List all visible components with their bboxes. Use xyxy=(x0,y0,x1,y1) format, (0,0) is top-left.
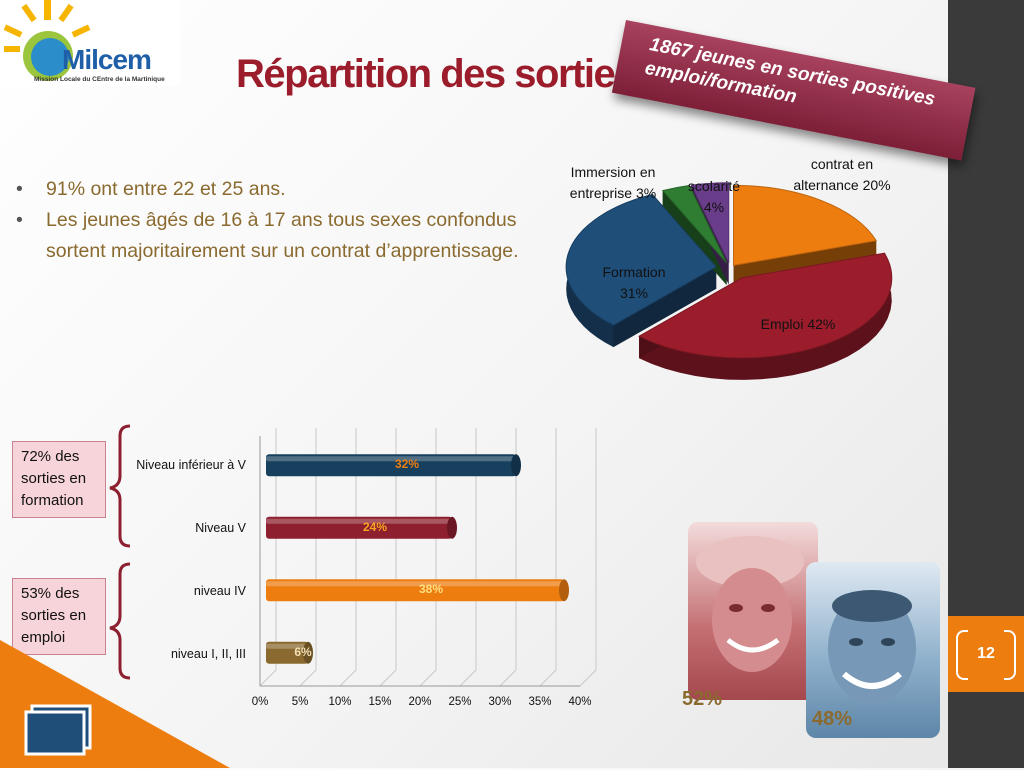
pie-slice xyxy=(661,184,728,264)
bar-end-cap xyxy=(511,454,521,477)
bar xyxy=(266,641,313,664)
corner-decoration xyxy=(0,640,230,768)
bar-value-label: 24% xyxy=(362,519,388,534)
bar-body xyxy=(266,579,564,602)
grid-floor-line xyxy=(579,669,597,687)
photo-young-man xyxy=(806,562,940,738)
bracket-right xyxy=(1004,630,1016,680)
pie-label-emploi: Emploi 42% xyxy=(760,316,836,332)
logo: Milcem Mission Locale du CEntre de la Ma… xyxy=(0,0,180,86)
sun-logo-icon xyxy=(3,0,91,81)
pie-label-immersion: Immersion en entreprise 3% xyxy=(569,164,657,201)
grid-floor-line xyxy=(419,669,437,687)
bar xyxy=(266,516,457,539)
bullet-item: 91% ont entre 22 et 25 ans. xyxy=(14,174,534,205)
pie-label-alternance: contrat en alternance 20% xyxy=(793,156,891,193)
bullet-list: 91% ont entre 22 et 25 ans. Les jeunes â… xyxy=(14,174,534,267)
x-tick-label: 0% xyxy=(251,696,269,708)
bar-body xyxy=(266,516,452,539)
bar-value-label: 32% xyxy=(394,457,420,472)
pie-slice xyxy=(638,252,893,359)
grid-floor-line xyxy=(459,669,477,687)
bar-category-label: Niveau V xyxy=(195,521,246,535)
x-tick-label: 20% xyxy=(408,696,432,708)
pie-slice xyxy=(733,184,877,267)
logo-name: Milcem xyxy=(62,44,152,75)
grid-floor-line xyxy=(259,669,277,687)
bar-highlight xyxy=(266,456,516,462)
grid-floor-line xyxy=(539,669,557,687)
bar-highlight xyxy=(266,581,564,587)
grid-floor-line xyxy=(339,669,357,687)
x-tick-label: 40% xyxy=(568,696,592,708)
pie-slice xyxy=(690,182,730,263)
page-number: 12 xyxy=(977,645,995,662)
pie-chart xyxy=(565,182,893,380)
bullet-item: Les jeunes âgés de 16 à 17 ans tous sexe… xyxy=(14,205,534,267)
x-tick-label: 30% xyxy=(488,696,512,708)
bar-value-label: 6% xyxy=(294,644,312,659)
bar xyxy=(266,454,521,477)
pie-slice-wall xyxy=(613,266,717,348)
woman-portrait-icon xyxy=(696,536,804,672)
x-tick-label: 10% xyxy=(328,696,352,708)
bracket-left xyxy=(956,630,968,680)
bar-chart xyxy=(259,428,597,687)
bar-body xyxy=(266,641,308,664)
photo-young-woman xyxy=(688,522,818,700)
highlight-banner: 1867 jeunes en sorties positives emploi/… xyxy=(611,20,976,161)
man-portrait-icon xyxy=(828,590,916,704)
bar-category-label: niveau IV xyxy=(193,584,246,598)
bar-highlight xyxy=(266,643,308,649)
bar-end-cap xyxy=(447,516,457,539)
x-tick-label: 15% xyxy=(368,696,392,708)
grid-floor-line xyxy=(499,669,517,687)
formation-box: 72% des sorties en formation xyxy=(12,441,106,518)
bar-highlight xyxy=(266,518,452,524)
logo-subtitle: Mission Locale du CEntre de la Martiniqu… xyxy=(34,76,165,83)
bar-body xyxy=(266,454,516,477)
male-percentage: 48% xyxy=(812,708,853,730)
bar-category-label: niveau I, II, III xyxy=(170,647,246,661)
bar-category-label: Niveau inférieur à V xyxy=(136,458,246,472)
page-title: Répartition des sorties xyxy=(236,52,636,96)
grid-floor-line xyxy=(379,669,397,687)
page-number-box: 12 xyxy=(948,616,1024,692)
bar-end-cap xyxy=(559,579,569,602)
female-percentage: 52% xyxy=(682,688,723,710)
bar-value-label: 38% xyxy=(418,582,444,597)
x-tick-label: 25% xyxy=(448,696,472,708)
pie-slice-side xyxy=(639,253,892,380)
pie-label-scolarite: scolarité 4% xyxy=(687,178,741,215)
x-tick-label: 35% xyxy=(528,696,552,708)
pie-label-formation: Formation 31% xyxy=(602,264,666,301)
emploi-box: 53% des sorties en emploi xyxy=(12,578,106,655)
bar-end-cap xyxy=(303,641,313,664)
bar xyxy=(266,579,569,602)
x-tick-label: 5% xyxy=(291,696,309,708)
pie-slice xyxy=(565,193,717,326)
grid-floor-line xyxy=(299,669,317,687)
curly-brackets xyxy=(109,424,131,680)
